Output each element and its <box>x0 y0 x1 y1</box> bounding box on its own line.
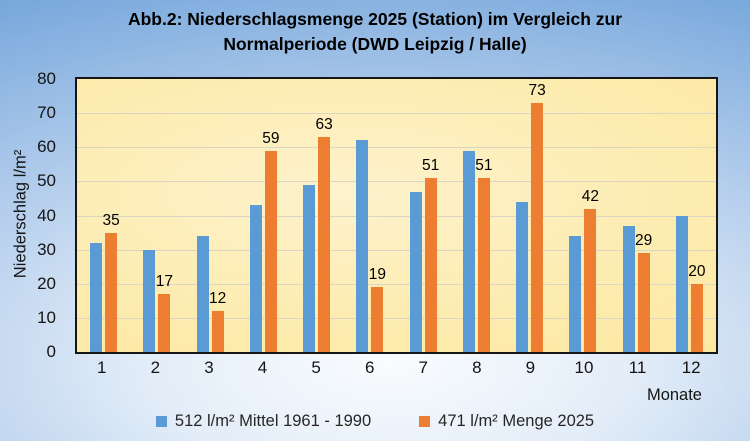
chart-title-line2: Normalperiode (DWD Leipzig / Halle) <box>223 33 527 54</box>
bar-mittel-month-9 <box>516 201 529 352</box>
y-tick-10: 10 <box>37 307 56 327</box>
x-axis-tick-labels: 1 2 3 4 5 6 7 8 9 10 11 12 <box>75 358 718 378</box>
gridline-30 <box>77 249 716 251</box>
x-tick-9: 9 <box>525 358 536 377</box>
bar-value-label-month-11: 29 <box>635 232 653 250</box>
legend-label-menge2025: 471 l/m² Menge 2025 <box>438 412 595 430</box>
x-tick-3: 3 <box>204 358 214 377</box>
x-tick-10: 10 <box>574 358 594 377</box>
bar-menge2025-month-6: 19 <box>369 266 386 352</box>
gridline-60 <box>77 147 716 149</box>
bar-group-month-6: 19 <box>343 79 396 352</box>
y-tick-40: 40 <box>37 205 56 225</box>
y-tick-0: 0 <box>46 342 56 361</box>
bar-value-label-month-8: 51 <box>475 156 493 174</box>
bars-container: 35 17 12 59 63 19 51 51 73 42 29 20 <box>77 79 716 352</box>
legend-item-menge2025: 471 l/m² Menge 2025 <box>419 412 594 431</box>
bar-group-month-10: 42 <box>556 79 609 352</box>
bar-mittel-month-12 <box>675 215 688 352</box>
bar-group-month-7: 51 <box>397 79 450 352</box>
chart-title-line1: Abb.2: Niederschlagsmenge 2025 (Station)… <box>127 9 623 29</box>
bar-mittel-month-1 <box>90 242 103 352</box>
y-tick-20: 20 <box>37 273 56 293</box>
bar-value-label-month-9: 73 <box>528 81 546 99</box>
bar-value-label-month-3: 12 <box>209 290 227 308</box>
chart-title: Abb.2: Niederschlagsmenge 2025 (Station)… <box>0 7 750 57</box>
bar-mittel-month-4 <box>249 205 262 352</box>
bar-group-month-12: 20 <box>663 79 716 352</box>
bar-group-month-11: 29 <box>610 79 663 352</box>
gridline-20 <box>77 283 716 285</box>
legend-item-mittel: 512 l/m² Mittel 1961 - 1990 <box>155 412 372 431</box>
bar-value-label-month-4: 59 <box>262 129 280 147</box>
bar-menge2025-month-2: 17 <box>156 273 173 352</box>
bar-group-month-9: 73 <box>503 79 556 352</box>
y-tick-50: 50 <box>37 171 56 191</box>
bar-group-month-4: 59 <box>237 79 290 352</box>
bar-mittel-month-7 <box>409 191 422 352</box>
y-axis-tick-labels: 80 70 60 50 40 30 20 10 0 <box>0 69 56 361</box>
bar-menge2025-month-10: 42 <box>582 188 599 352</box>
gridline-10 <box>77 317 716 319</box>
x-tick-6: 6 <box>364 358 375 377</box>
bar-menge2025-month-5: 63 <box>316 116 333 352</box>
x-tick-11: 11 <box>628 358 647 377</box>
bar-menge2025-month-12: 20 <box>688 263 706 352</box>
bar-mittel-month-5 <box>303 184 316 352</box>
x-tick-7: 7 <box>418 358 428 377</box>
y-tick-70: 70 <box>37 103 56 123</box>
gridlines <box>77 79 716 352</box>
bar-menge2025-month-4: 59 <box>262 130 280 352</box>
bar-group-month-5: 63 <box>290 79 343 352</box>
bar-group-month-3: 12 <box>184 79 237 352</box>
bar-group-month-1: 35 <box>77 79 130 352</box>
bar-mittel-month-10 <box>569 235 582 352</box>
bar-mittel-month-3 <box>196 235 209 352</box>
bar-group-month-8: 51 <box>450 79 503 352</box>
legend: 512 l/m² Mittel 1961 - 1990 471 l/m² Meng… <box>0 412 750 431</box>
y-tick-80: 80 <box>37 69 56 88</box>
x-tick-5: 5 <box>311 358 321 377</box>
bar-value-label-month-5: 63 <box>315 116 333 134</box>
bar-menge2025-month-9: 73 <box>529 82 546 352</box>
legend-swatch-menge2025 <box>419 416 431 427</box>
bar-menge2025-month-1: 35 <box>103 212 120 352</box>
bar-value-label-month-12: 20 <box>688 262 706 280</box>
x-tick-2: 2 <box>150 358 161 377</box>
bar-menge2025-month-7: 51 <box>422 157 439 352</box>
gridline-50 <box>77 181 716 183</box>
gridline-70 <box>77 113 716 115</box>
x-tick-8: 8 <box>472 358 482 377</box>
bar-menge2025-month-11: 29 <box>635 232 652 352</box>
bar-value-label-month-6: 19 <box>368 266 386 284</box>
bar-menge2025-month-3: 12 <box>209 290 226 352</box>
legend-swatch-mittel <box>155 416 167 427</box>
bar-value-label-month-1: 35 <box>102 211 120 229</box>
bar-mittel-month-11 <box>622 225 635 352</box>
plot-area: 35 17 12 59 63 19 51 51 73 42 29 20 <box>75 77 718 354</box>
y-tick-60: 60 <box>37 137 56 157</box>
x-tick-1: 1 <box>97 358 107 377</box>
bar-mittel-month-2 <box>143 249 156 352</box>
y-tick-30: 30 <box>37 239 56 259</box>
legend-label-mittel: 512 l/m² Mittel 1961 - 1990 <box>174 412 372 430</box>
bar-mittel-month-8 <box>462 150 475 352</box>
bar-value-label-month-2: 17 <box>155 273 173 290</box>
x-tick-12: 12 <box>681 358 701 377</box>
bar-mittel-month-6 <box>356 140 369 352</box>
x-tick-4: 4 <box>257 358 268 377</box>
bar-value-label-month-10: 42 <box>581 187 599 205</box>
bar-group-month-2: 17 <box>130 79 183 352</box>
bar-value-label-month-7: 51 <box>422 156 440 174</box>
bar-menge2025-month-8: 51 <box>475 157 493 352</box>
gridline-40 <box>77 215 716 217</box>
x-axis-title: Monate <box>646 386 702 404</box>
